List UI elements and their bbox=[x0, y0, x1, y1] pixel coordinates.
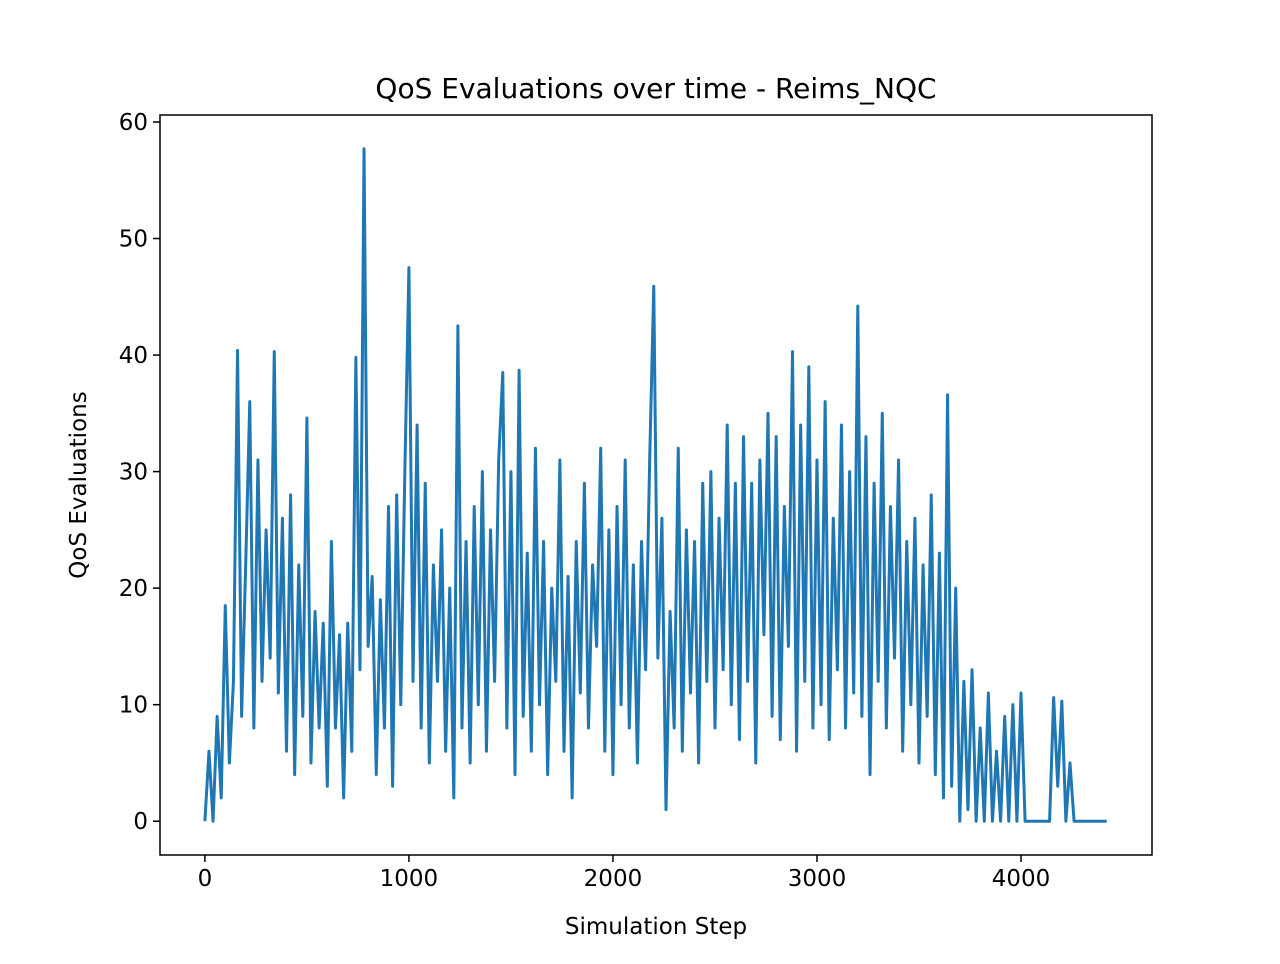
x-tick-label: 2000 bbox=[584, 866, 643, 892]
y-tick-label: 20 bbox=[119, 576, 148, 602]
y-tick-label: 30 bbox=[119, 460, 148, 486]
y-tick-label: 0 bbox=[133, 809, 148, 835]
y-tick-label: 40 bbox=[119, 343, 148, 369]
x-axis-label: Simulation Step bbox=[565, 914, 747, 940]
x-tick-label: 4000 bbox=[992, 866, 1051, 892]
plot-frame bbox=[159, 114, 1153, 856]
x-tick-label: 3000 bbox=[788, 866, 847, 892]
y-tick-label: 60 bbox=[119, 110, 148, 136]
data-line bbox=[203, 147, 1107, 823]
x-tick-label: 0 bbox=[198, 866, 213, 892]
chart-title: QoS Evaluations over time - Reims_NQC bbox=[375, 72, 936, 105]
x-tick-label: 1000 bbox=[380, 866, 439, 892]
y-axis-label: QoS Evaluations bbox=[66, 391, 92, 578]
y-tick-label: 50 bbox=[119, 227, 148, 253]
y-tick-label: 10 bbox=[119, 693, 148, 719]
